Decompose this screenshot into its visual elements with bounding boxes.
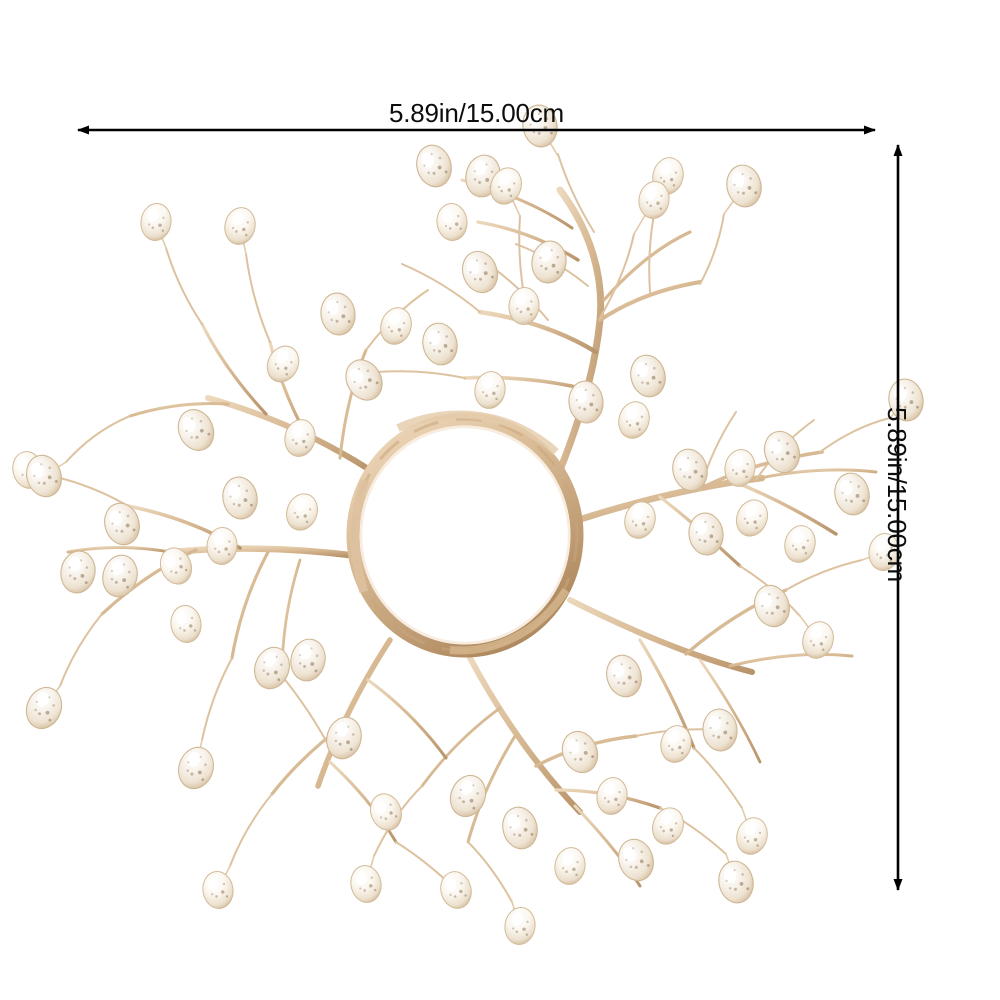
wreath-center-ring: [346, 410, 584, 658]
width-dimension-label: 5.89in/15.00cm: [389, 98, 564, 128]
crystal-beads: [8, 101, 927, 947]
height-dimension-label: 5.89in/15.00cm: [882, 407, 912, 582]
